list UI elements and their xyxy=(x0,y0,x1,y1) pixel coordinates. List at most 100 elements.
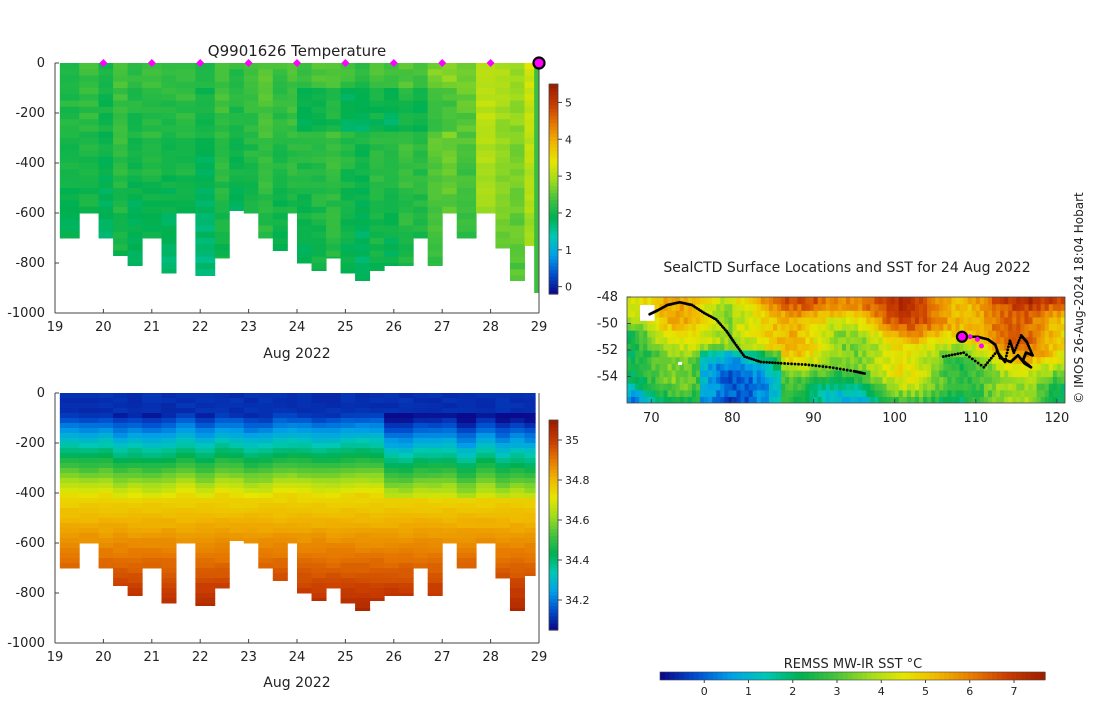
temperature-cell xyxy=(355,144,371,151)
temperature-cell xyxy=(340,75,356,83)
sst-cell xyxy=(797,356,802,364)
x-tick-label: 20 xyxy=(95,650,112,665)
sst-cell xyxy=(651,369,656,378)
temperature-cell xyxy=(384,163,400,170)
sst-cell xyxy=(752,343,758,351)
temperature-cell xyxy=(272,231,288,239)
temperature-cell xyxy=(272,94,288,101)
salinity-cell xyxy=(243,393,259,399)
temperature-cell xyxy=(142,69,162,76)
colorbar-segment xyxy=(741,672,748,680)
temperature-cell xyxy=(340,125,356,133)
sst-cell xyxy=(906,383,912,391)
track-point xyxy=(965,353,968,357)
sst-cell xyxy=(1052,376,1058,384)
sst-cell xyxy=(971,330,977,338)
salinity-cell xyxy=(398,513,414,519)
salinity-cell xyxy=(214,508,230,514)
sst-cell xyxy=(817,376,823,384)
temperature-cell xyxy=(398,163,414,170)
temperature-cell xyxy=(98,206,114,214)
track-point xyxy=(968,355,971,359)
sst-cell xyxy=(935,303,940,311)
x-tick-label: 20 xyxy=(95,320,112,335)
sst-cell xyxy=(813,376,819,384)
sst-cell xyxy=(947,297,953,305)
sst-cell xyxy=(943,297,948,305)
salinity-cell xyxy=(495,558,511,564)
temperature-cell xyxy=(427,75,443,83)
temperature-cell xyxy=(384,194,400,201)
temperature-cell xyxy=(161,63,177,70)
salinity-cell xyxy=(340,433,356,439)
temperature-cell xyxy=(272,113,288,120)
sst-cell xyxy=(671,363,677,371)
sst-cell xyxy=(996,336,1001,344)
temperature-cell xyxy=(355,181,371,189)
salinity-cell xyxy=(272,433,288,439)
sst-cell xyxy=(732,303,738,311)
colorbar-segment xyxy=(549,518,558,523)
temperature-cell xyxy=(442,163,458,170)
sst-cell xyxy=(947,396,953,403)
sst-cell xyxy=(708,396,713,403)
salinity-cell xyxy=(229,418,245,424)
colorbar-segment xyxy=(549,255,558,260)
salinity-cell xyxy=(369,438,385,444)
track-point xyxy=(1012,351,1016,355)
track-point xyxy=(817,364,821,368)
sst-cell xyxy=(890,297,896,305)
sst-cell xyxy=(639,356,644,364)
salinity-cell xyxy=(142,558,162,564)
sst-cell xyxy=(1048,316,1054,325)
salinity-cell xyxy=(427,408,443,414)
sst-cell xyxy=(683,343,689,351)
colorbar-segment xyxy=(549,595,558,600)
salinity-cell xyxy=(398,578,414,584)
sst-cell xyxy=(898,350,904,358)
temperature-cell xyxy=(113,213,129,220)
temperature-xlabel: Aug 2022 xyxy=(263,346,330,362)
salinity-cell xyxy=(142,543,162,549)
sst-cell xyxy=(858,330,863,338)
salinity-cell xyxy=(127,393,143,399)
sst-cell xyxy=(931,343,936,351)
temperature-cell xyxy=(509,175,525,183)
salinity-cell xyxy=(495,448,511,454)
sst-cell xyxy=(1048,330,1054,338)
salinity-cell xyxy=(340,483,356,489)
temperature-cell xyxy=(369,175,385,183)
sst-cell xyxy=(679,356,685,364)
salinity-cell xyxy=(456,473,477,479)
salinity-cell xyxy=(427,568,443,574)
sst-cell xyxy=(854,336,859,344)
salinity-cell xyxy=(413,498,429,504)
sst-cell xyxy=(1052,396,1058,403)
sst-cell xyxy=(833,316,839,325)
track-point xyxy=(824,365,828,369)
sst-cell xyxy=(947,316,953,325)
temperature-cell xyxy=(427,88,443,95)
sst-cell xyxy=(1008,369,1013,378)
salinity-cell xyxy=(176,538,196,544)
sst-cell xyxy=(1036,396,1042,403)
sst-cell xyxy=(756,336,762,344)
salinity-cell xyxy=(142,503,162,509)
salinity-cell xyxy=(495,403,511,409)
salinity-cell xyxy=(355,598,371,604)
salinity-cell xyxy=(398,588,414,594)
salinity-cell xyxy=(427,418,443,424)
salinity-cell xyxy=(176,428,196,434)
sst-cell xyxy=(898,376,904,384)
temperature-cell xyxy=(98,231,114,239)
salinity-cell xyxy=(161,538,177,544)
temperature-cell xyxy=(195,250,216,258)
colorbar-segment xyxy=(549,140,558,145)
sst-cell xyxy=(939,323,944,331)
salinity-cell xyxy=(195,513,216,519)
salinity-cell xyxy=(427,478,443,484)
sst-cell xyxy=(923,369,928,378)
colorbar-segment xyxy=(847,672,854,680)
sst-cell xyxy=(760,363,766,371)
sst-cell xyxy=(910,303,916,311)
